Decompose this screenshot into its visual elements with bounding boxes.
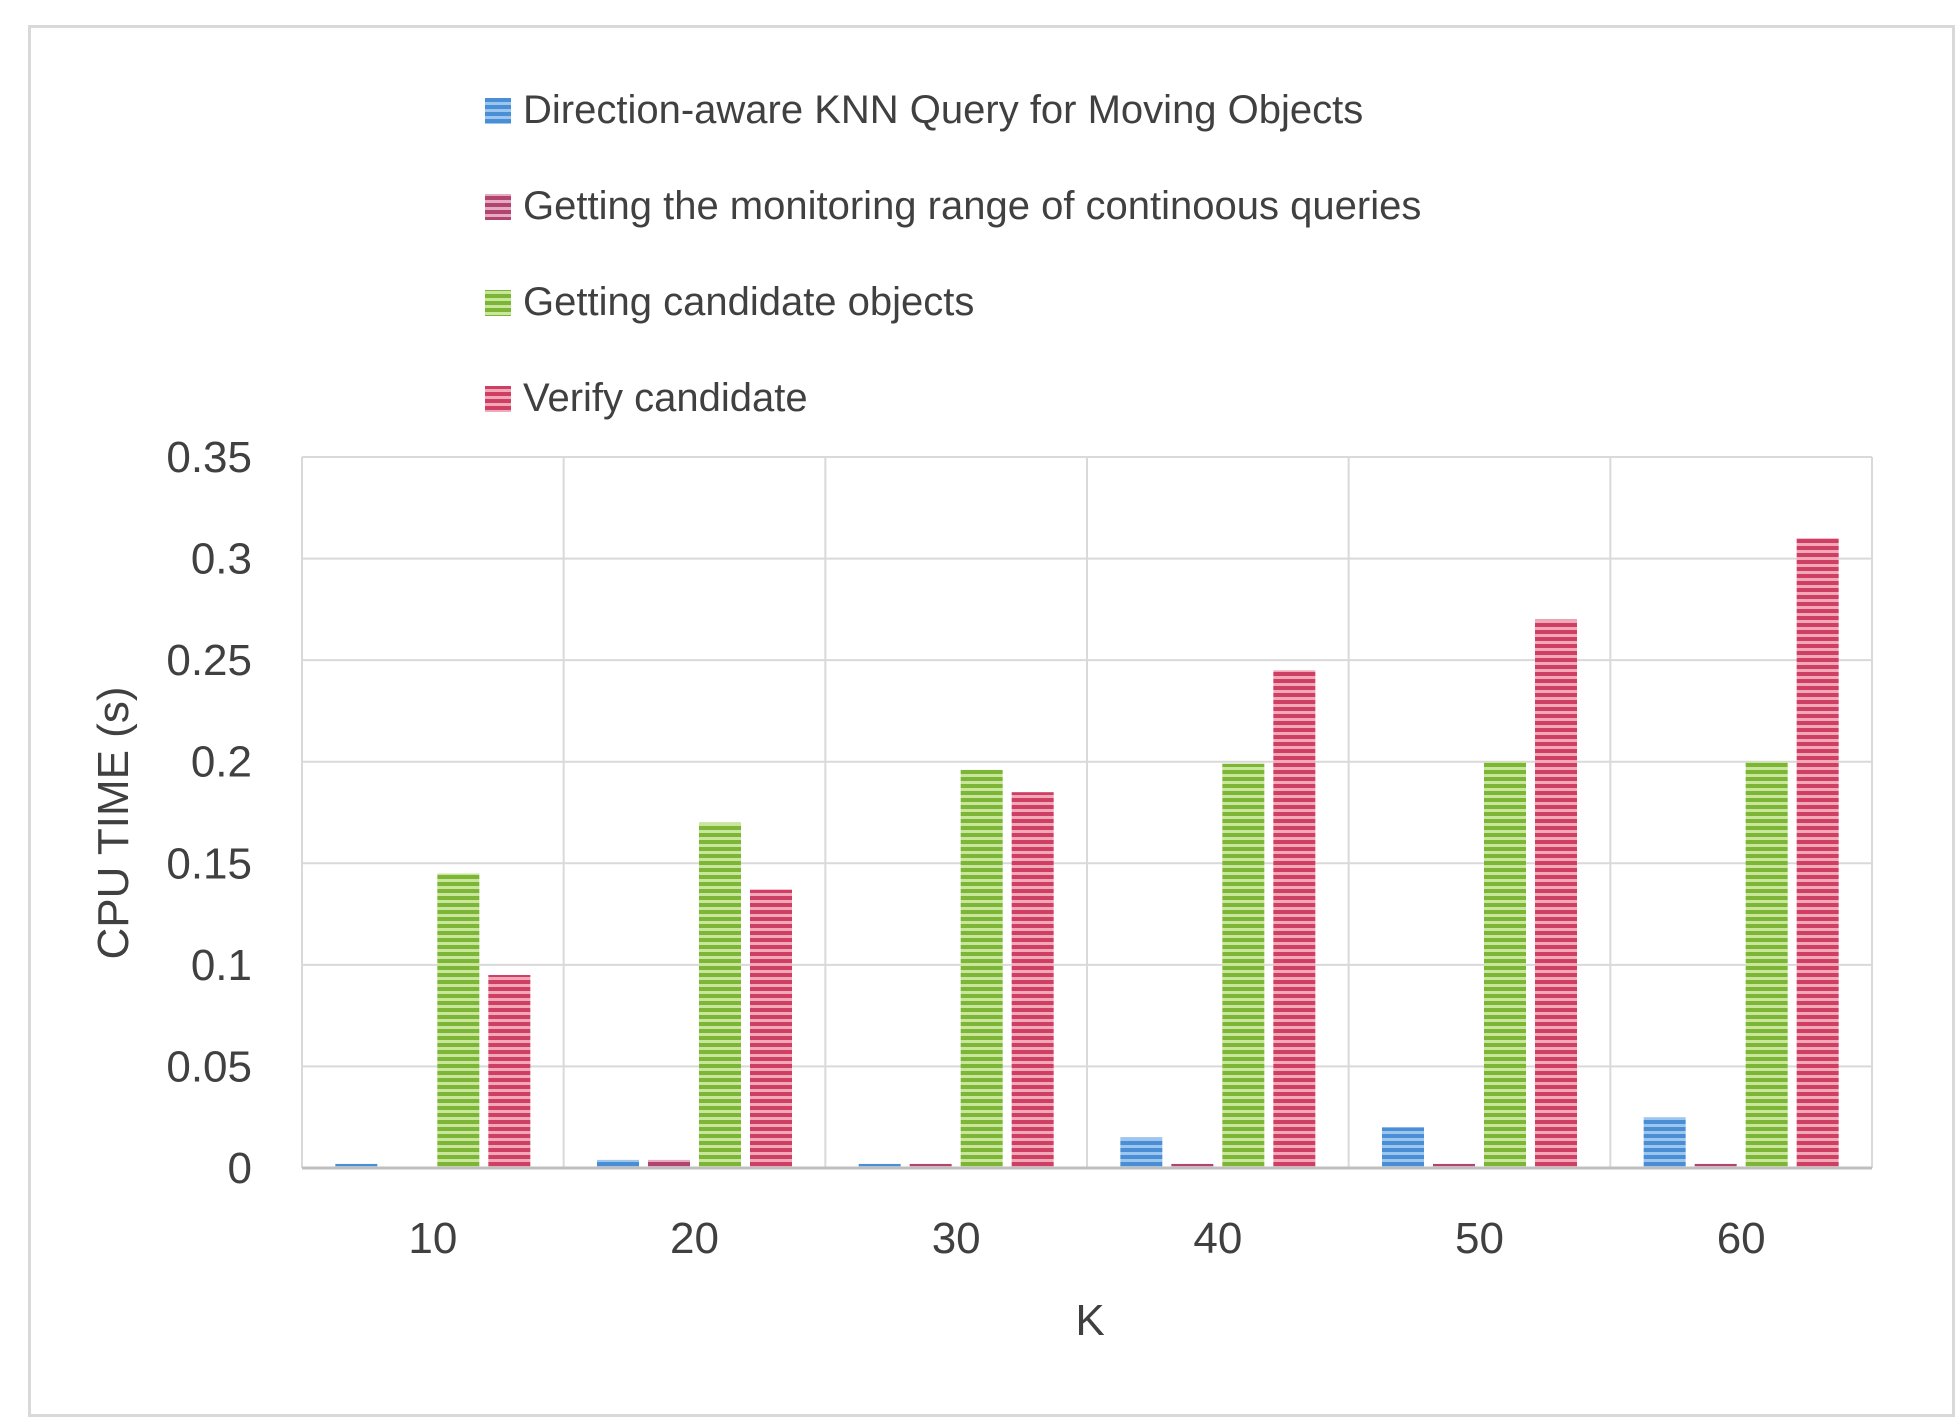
x-tick-label: 10 [408,1214,457,1263]
bars [335,538,1839,1168]
legend-label-0: Direction-aware KNN Query for Moving Obj… [523,88,1363,132]
bar-3-30 [1011,792,1054,1168]
y-tick-label: 0.35 [166,433,252,482]
legend-swatch-1 [485,194,511,220]
bar-0-60 [1643,1117,1686,1168]
x-tick-label: 40 [1193,1214,1242,1263]
bar-0-30 [858,1163,901,1168]
bar-1-30 [909,1163,952,1168]
y-tick-label: 0.1 [191,941,252,990]
bar-0-40 [1120,1137,1163,1168]
bar-2-20 [699,822,741,1168]
bar-0-20 [597,1159,639,1168]
y-tick-label: 0.05 [166,1042,252,1091]
y-axis-title: CPU TIME (s) [89,687,138,960]
legend-swatch-3 [485,386,511,412]
chart-frame [28,25,1955,1417]
legend-swatch-2 [485,290,511,316]
legend-swatch-0 [485,98,511,124]
legend-label-1: Getting the monitoring range of continoo… [523,184,1421,228]
bar-1-50 [1433,1163,1475,1168]
bar-1-60 [1694,1163,1737,1168]
bar-3-50 [1535,619,1577,1168]
bar-0-50 [1382,1127,1424,1168]
bar-2-60 [1745,761,1788,1168]
bar-3-20 [750,889,792,1168]
bar-1-20 [648,1159,690,1168]
bar-2-40 [1222,763,1265,1168]
axes: 0 0.05 0.1 0.15 0.2 0.25 0.3 0.35 10 20 30 40 50 60 [166,433,1872,1263]
x-tick-label: 30 [932,1214,981,1263]
x-axis-title: K [1075,1296,1104,1345]
y-tick-label: 0 [228,1144,252,1193]
bar-0-10 [335,1163,378,1168]
x-tick-label: 60 [1717,1214,1766,1263]
x-tick-label: 50 [1455,1214,1504,1263]
y-tick-label: 0.2 [191,738,252,787]
legend-label-2: Getting candidate objects [523,280,974,324]
bar-2-50 [1484,761,1526,1168]
y-tick-label: 0.15 [166,839,252,888]
bar-3-10 [488,975,531,1168]
x-tick-label: 20 [670,1214,719,1263]
bar-3-60 [1796,538,1839,1168]
legend-label-3: Verify candidate [523,376,808,420]
bar-2-10 [437,873,480,1168]
y-tick-label: 0.3 [191,535,252,584]
gridlines [301,456,1873,1168]
bar-1-40 [1171,1163,1214,1168]
y-tick-label: 0.25 [166,636,252,685]
bar-3-40 [1273,670,1316,1168]
legend: Direction-aware KNN Query for Moving Obj… [485,88,1421,420]
bar-2-30 [960,769,1003,1168]
